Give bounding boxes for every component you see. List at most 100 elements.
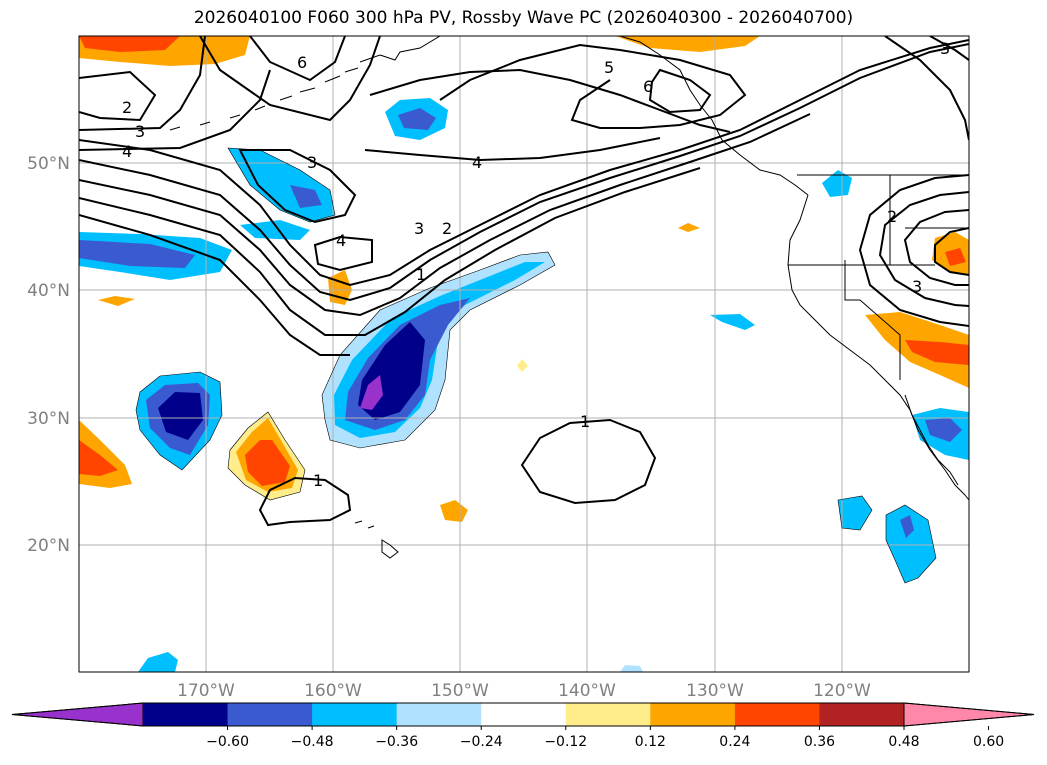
contour-label: 3	[307, 153, 317, 172]
contour-label: 5	[604, 58, 614, 77]
positive-anomaly-nw-core	[79, 36, 180, 52]
contour-1-closed-subtrop	[520, 418, 657, 505]
contour-4-gulf-b	[364, 137, 661, 162]
colorbar-tick-label: 0.48	[888, 734, 919, 750]
lat-label: 30°N	[27, 409, 70, 429]
contour-label: 2	[122, 98, 132, 117]
colorbar: −0.60 −0.48 −0.36 −0.24 −0.12 0.12 0.24 0.36 0.4…	[11, 702, 1035, 750]
contour-label: 1	[313, 471, 323, 490]
latitude-labels: 50°N 40°N 30°N 20°N	[27, 154, 70, 556]
contour-label: 1	[580, 412, 590, 431]
colorbar-segment	[143, 703, 229, 726]
contour-label: 1	[416, 265, 426, 284]
lon-label: 140°W	[558, 681, 616, 701]
colorbar-segment	[227, 703, 313, 726]
colorbar-segment	[819, 703, 905, 726]
negative-anomaly-bc	[822, 170, 852, 197]
lat-label: 40°N	[27, 281, 70, 301]
contour-label: 2	[442, 219, 452, 238]
colorbar-tick-label: −0.12	[544, 734, 587, 750]
positive-anomaly-small-4	[517, 359, 528, 372]
contour-upper-5	[249, 36, 346, 82]
contour-4-left	[79, 69, 271, 151]
contour-4-gulf	[369, 68, 731, 133]
negative-anomaly-s-1	[138, 652, 178, 672]
contour-label: 4	[336, 231, 346, 250]
colorbar-extend-low	[11, 702, 144, 727]
contour-right-upper	[884, 36, 969, 141]
colorbar-tick-label: 0.12	[635, 734, 666, 750]
lon-label: 120°W	[813, 681, 871, 701]
negative-anomaly-offshore	[710, 314, 755, 330]
colorbar-tick-label: 0.36	[804, 734, 835, 750]
contour-3-aleutian	[238, 149, 357, 224]
contour-label: 2	[887, 207, 897, 226]
contour-3	[79, 113, 811, 317]
colorbar-tick-label: −0.36	[375, 734, 418, 750]
colorbar-segment	[396, 703, 482, 726]
colorbar-segment	[481, 703, 567, 726]
contour-label: 4	[472, 153, 482, 172]
aleutian-islands	[169, 67, 359, 131]
map-title: 2026040100 F060 300 hPa PV, Rossby Wave …	[193, 8, 854, 28]
contour-1-main	[79, 39, 969, 287]
anomaly-outlines	[135, 147, 937, 584]
colorbar-tick-label: −0.24	[460, 734, 503, 750]
contour-right-low-1	[903, 209, 969, 286]
colorbar-tick-label: −0.48	[291, 734, 334, 750]
alaska-coast	[359, 36, 809, 196]
contour-label: 4	[122, 142, 132, 161]
baja-peninsula	[904, 394, 959, 486]
colorbar-segment	[734, 703, 820, 726]
us-west-coast	[787, 194, 966, 496]
contour-right-low-2	[878, 191, 969, 307]
colorbar-tick-label: 0.60	[973, 734, 1004, 750]
map-frame	[78, 35, 970, 673]
positive-anomaly-small-3	[440, 500, 468, 522]
contour-1-hawaii	[258, 476, 352, 527]
map-content: 6 5 6 2 3 4 3 3 2 4 4 1 1 1 2 3 3	[79, 36, 969, 672]
colorbar-extend-high	[903, 702, 1035, 727]
lon-label: 130°W	[686, 681, 744, 701]
contour-right-upper-2	[929, 36, 969, 61]
contour-label: 6	[297, 53, 307, 72]
contour-upper-6	[199, 36, 381, 122]
contour-4	[79, 167, 701, 336]
contour-label: 3	[414, 219, 424, 238]
graticule	[79, 36, 969, 672]
negative-anomaly-s-2	[620, 665, 643, 672]
colorbar-tick-label: 0.24	[719, 734, 750, 750]
lat-label: 20°N	[27, 536, 70, 556]
positive-anomaly-small-1	[98, 296, 135, 306]
map-background	[79, 36, 969, 672]
contour-5	[79, 214, 350, 356]
contour-label: 3	[940, 39, 950, 58]
contour-label: 3	[135, 122, 145, 141]
contour-label-group: 6 5 6 2 3 4 3 3 2 4 4 1 1 1 2 3 3	[122, 39, 950, 490]
mexico-coast	[964, 494, 969, 501]
colorbar-segment	[565, 703, 651, 726]
contour-4-closed	[313, 235, 373, 272]
contour-right-low-3	[934, 227, 969, 276]
colorbar-tick-label: −0.60	[206, 734, 249, 750]
contour-6-ridge	[648, 68, 712, 114]
negative-anomaly-mx-2	[886, 505, 936, 583]
colorbar-segment	[312, 703, 398, 726]
colorbar-segment	[650, 703, 736, 726]
contour-right-low-4	[858, 174, 969, 327]
contour-2	[79, 43, 969, 302]
positive-anomaly-n	[615, 36, 760, 52]
positive-anomaly-small-5	[678, 223, 700, 232]
longitude-labels: 170°W 160°W 150°W 140°W 130°W 120°W	[177, 681, 871, 701]
contour-5-ridge	[439, 43, 747, 129]
negative-anomaly-mx-1	[838, 496, 872, 530]
contour-label: 6	[643, 77, 653, 96]
lat-label: 50°N	[27, 154, 70, 174]
lon-label: 150°W	[431, 681, 489, 701]
colorbar-outline	[11, 702, 1035, 727]
rossby-wave-contours	[79, 36, 969, 527]
lon-label: 160°W	[304, 681, 362, 701]
contour-trough-2	[79, 70, 157, 122]
lon-label: 170°W	[177, 681, 235, 701]
